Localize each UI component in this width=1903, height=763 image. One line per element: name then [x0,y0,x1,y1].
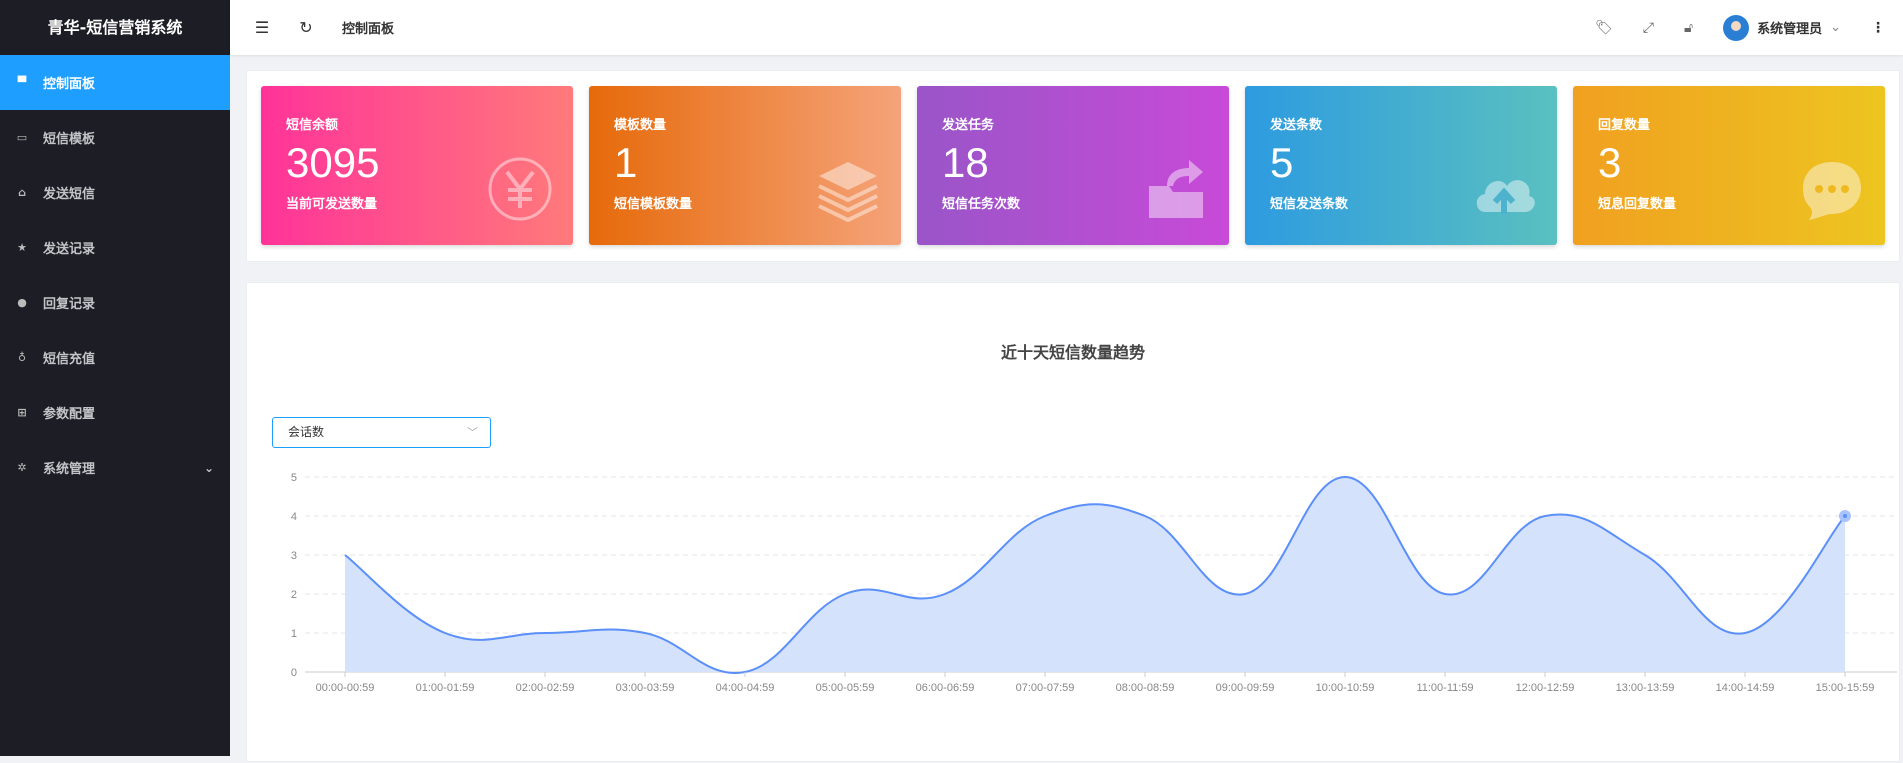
y-tick-label: 5 [291,472,297,484]
sidebar-item-label: 回复记录 [43,297,96,312]
y-tick-label: 3 [291,550,297,562]
user-name: 系统管理员 [1757,22,1823,37]
stat-title: 模板数量 [614,118,667,133]
sidebar: 青华-短信营销系统 ▀ 控制面板 ▭ 短信模板 ⌂ 发送短信 ★ 发送记录 ● 回复记录 ♁ 短信充值… [0,0,230,756]
y-tick-label: 0 [291,667,297,679]
windows-icon: ⊞ [17,405,27,419]
stat-subtitle: 短信任务次数 [942,197,1021,212]
x-tick-label: 11:00-11:59 [1416,682,1473,694]
tag-icon[interactable]: 🏷︎ [1595,19,1613,36]
sidebar-item[interactable]: ⊞ 参数配置 [0,385,230,440]
stat-title: 回复数量 [1598,118,1651,133]
stat-value: 18 [942,139,989,186]
x-tick-label: 08:00-08:59 [1116,682,1175,694]
sidebar-item[interactable]: ▀ 控制面板 [0,55,230,110]
sidebar-item[interactable]: ▭ 短信模板 [0,110,230,165]
sidebar-item[interactable]: ✲ 系统管理 ⌄ [0,440,230,495]
message-icon [1799,156,1865,222]
x-tick-label: 14:00-14:59 [1716,682,1775,694]
y-tick-label: 2 [291,589,297,601]
x-tick-label: 12:00-12:59 [1516,682,1575,694]
stat-subtitle: 短息回复数量 [1598,197,1677,212]
sidebar-item-label: 短信充值 [43,352,96,367]
chart-panel: 近十天短信数量趋势 会话数 ﹀ 0 1 2 3 4 5 00:00-00:59 01:00-0… [246,282,1900,762]
collapse-menu-icon[interactable]: ☰ [254,18,270,37]
trend-chart: 0 1 2 3 4 5 00:00-00:59 01:00-01:59 02:00-02:59 0… [291,472,1897,694]
header: ☰ ↻ 控制面板 🏷︎ ⤢ 🔓︎ 系统管理员 ⌄ ⋮ [230,0,1903,55]
stat-title: 发送任务 [942,118,995,133]
folder-share-icon [1143,156,1209,222]
area-fill [345,477,1845,674]
gear-icon: ✲ [17,460,27,474]
refresh-icon[interactable]: ↻ [299,18,313,37]
star-icon: ★ [17,240,27,254]
sidebar-item[interactable]: ● 回复记录 [0,275,230,330]
x-tick-label: 05:00-05:59 [816,682,875,694]
breadcrumb: 控制面板 [342,22,395,37]
stat-value: 3 [1598,139,1622,186]
send-icon: ⌂ [18,185,26,199]
stat-card: 发送任务 18 短信任务次数 [917,86,1229,245]
data-point [1839,510,1851,522]
sidebar-item-label: 发送记录 [43,242,96,257]
metric-select[interactable]: 会话数 ﹀ [272,417,491,448]
template-icon: ▭ [16,130,28,144]
lock-icon[interactable]: 🔓︎ [1684,19,1694,36]
user-menu[interactable]: 系统管理员 ⌄ [1723,14,1841,41]
y-tick-label: 1 [291,628,297,640]
stat-card: 回复数量 3 短息回复数量 [1573,86,1885,245]
x-tick-label: 07:00-07:59 [1016,682,1075,694]
chevron-down-icon: ⌄ [1830,20,1841,35]
chart-title: 近十天短信数量趋势 [1000,343,1145,362]
fullscreen-icon[interactable]: ⤢ [1642,19,1654,36]
stat-value: 5 [1270,139,1294,186]
x-tick-label: 02:00-02:59 [516,682,575,694]
stat-card: 短信余额 3095 当前可发送数量 [261,86,573,245]
x-tick-label: 00:00-00:59 [316,682,375,694]
x-tick-label: 09:00-09:59 [1216,682,1275,694]
stat-card: 发送条数 5 短信发送条数 [1245,86,1557,245]
metric-select-value: 会话数 [288,425,325,439]
stat-card: 模板数量 1 短信模板数量 [589,86,901,245]
stat-value: 1 [614,139,638,186]
stat-subtitle: 短信发送条数 [1270,197,1349,212]
stat-subtitle: 短信模板数量 [614,197,693,212]
yen-icon [487,156,553,222]
cloud-upload-icon [1471,156,1537,222]
monitor-icon: ▀ [17,75,27,89]
stat-title: 发送条数 [1270,118,1323,133]
layers-icon [815,156,881,223]
chevron-down-icon: ﹀ [467,426,478,439]
money-bag-icon: ♁ [17,350,27,364]
avatar [1723,14,1750,41]
sidebar-item-label: 发送短信 [43,187,96,202]
more-icon[interactable]: ⋮ [1871,19,1885,36]
series-line [344,475,1846,675]
stats-panel: 短信余额 3095 当前可发送数量 模板数量 1 短信模板数量 发送任务 18 短信任务次数 发送… [246,70,1900,262]
sidebar-item-label: 系统管理 [43,462,96,477]
stat-subtitle: 当前可发送数量 [286,197,378,212]
x-tick-label: 13:00-13:59 [1616,682,1675,694]
x-tick-label: 15:00-15:59 [1816,682,1875,694]
chevron-down-icon: ⌄ [203,460,214,475]
x-tick-label: 10:00-10:59 [1316,682,1375,694]
x-tick-label: 06:00-06:59 [916,682,975,694]
x-tick-label: 04:00-04:59 [716,682,775,694]
app-logo: 青华-短信营销系统 [47,18,183,37]
x-tick-label: 03:00-03:59 [616,682,675,694]
stat-value: 3095 [286,139,380,186]
chat-icon: ● [17,295,27,309]
x-tick-label: 01:00-01:59 [416,682,475,694]
stat-title: 短信余额 [286,118,339,133]
sidebar-item[interactable]: ♁ 短信充值 [0,330,230,385]
sidebar-item-label: 控制面板 [43,77,96,92]
sidebar-item-label: 参数配置 [43,407,96,422]
sidebar-item-label: 短信模板 [43,132,96,147]
sidebar-item[interactable]: ⌂ 发送短信 [0,165,230,220]
y-tick-label: 4 [291,511,297,523]
sidebar-item[interactable]: ★ 发送记录 [0,220,230,275]
